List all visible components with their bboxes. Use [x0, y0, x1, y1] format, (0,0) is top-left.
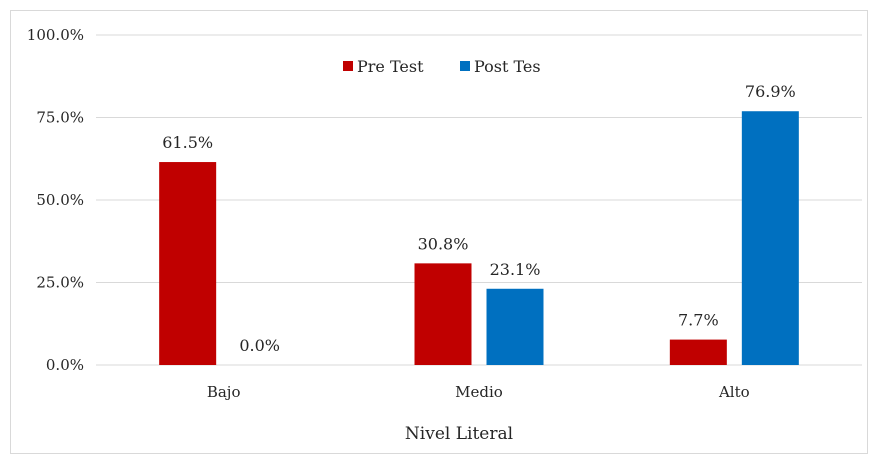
data-label: 7.7%	[678, 311, 719, 330]
legend: Pre Test Post Tes	[343, 57, 541, 76]
legend-item: Post Tes	[460, 57, 541, 76]
bar-post-tes-alto	[741, 111, 799, 365]
x-category-label: Alto	[718, 383, 750, 401]
legend-swatch	[343, 61, 353, 71]
legend-swatch	[460, 61, 470, 71]
x-axis-title: Nivel Literal	[405, 424, 513, 444]
data-label: 61.5%	[162, 133, 213, 152]
y-tick-label: 100.0%	[27, 26, 84, 44]
bar-post-tes-medio	[486, 288, 544, 365]
data-label: 23.1%	[490, 260, 541, 279]
x-category-label: Bajo	[207, 383, 241, 401]
data-label: 30.8%	[418, 234, 469, 253]
legend-item: Pre Test	[343, 57, 424, 76]
y-tick-label: 50.0%	[36, 191, 84, 209]
bar-pre-test-medio	[414, 263, 472, 365]
x-axis-category-labels: Bajo Medio Alto	[207, 383, 750, 401]
legend-label: Post Tes	[474, 57, 541, 76]
y-tick-label: 75.0%	[36, 109, 84, 127]
y-tick-label: 0.0%	[46, 356, 84, 374]
y-tick-label: 25.0%	[36, 274, 84, 292]
bars	[159, 111, 799, 365]
y-axis-tick-labels: 0.0% 25.0% 50.0% 75.0% 100.0%	[27, 26, 84, 374]
data-labels: 61.5% 0.0% 30.8% 23.1% 7.7% 76.9%	[162, 82, 795, 355]
gridlines	[96, 34, 862, 366]
bar-pre-test-bajo	[159, 162, 217, 365]
legend-label: Pre Test	[357, 57, 424, 76]
bar-pre-test-alto	[669, 339, 727, 365]
x-category-label: Medio	[455, 383, 503, 401]
chart-frame	[10, 10, 868, 454]
data-label: 76.9%	[745, 82, 796, 101]
data-label: 0.0%	[239, 336, 280, 355]
